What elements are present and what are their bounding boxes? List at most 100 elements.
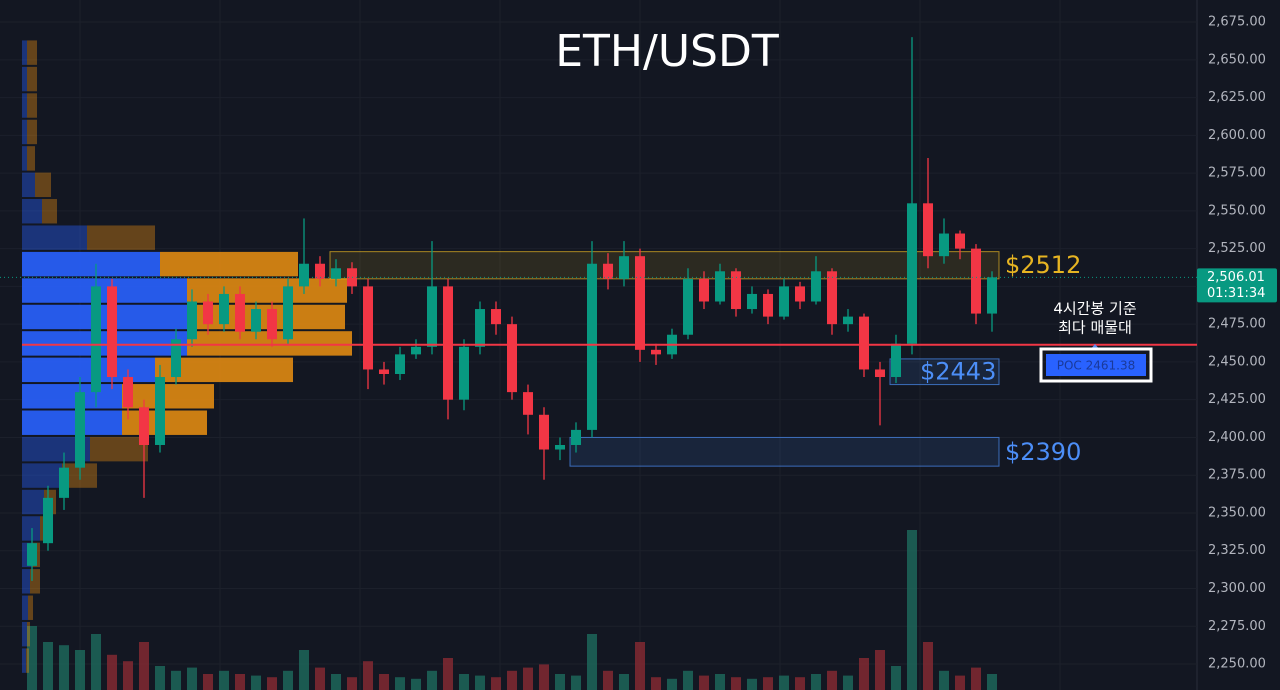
volume-bar xyxy=(683,670,693,690)
candle-body xyxy=(379,369,389,375)
volume-bar xyxy=(267,677,277,690)
y-tick-label: 2,450.00 xyxy=(1208,354,1266,369)
candle-body xyxy=(107,286,117,378)
profile-sell xyxy=(27,146,35,171)
y-tick-label: 2,575.00 xyxy=(1208,166,1266,181)
volume-bar xyxy=(507,670,517,690)
countdown: 01:31:34 xyxy=(1207,286,1265,301)
profile-buy xyxy=(22,489,44,515)
volume-bar xyxy=(587,634,597,690)
volume-bar xyxy=(107,654,117,690)
candle-body xyxy=(427,286,437,347)
y-tick-label: 2,400.00 xyxy=(1208,430,1266,445)
candle-body xyxy=(395,354,405,375)
candle-body xyxy=(907,203,917,344)
volume-bar xyxy=(939,670,949,690)
candle-body xyxy=(971,248,981,314)
volume-bar xyxy=(459,674,469,690)
volume-bar xyxy=(811,674,821,690)
y-tick-label: 2,300.00 xyxy=(1208,581,1266,596)
volume-bar xyxy=(91,634,101,690)
volume-bar xyxy=(827,670,837,690)
profile-sell xyxy=(122,384,214,409)
y-tick-label: 2,550.00 xyxy=(1208,203,1266,218)
volume-bar xyxy=(715,674,725,690)
candle-body xyxy=(59,467,69,498)
volume-bar xyxy=(795,677,805,690)
profile-sell xyxy=(26,648,29,673)
volume-bar xyxy=(299,650,309,690)
profile-buy xyxy=(22,146,27,171)
annotation: 최다 매물대 xyxy=(1058,319,1132,337)
volume-bar xyxy=(875,650,885,690)
volume-bar xyxy=(219,670,229,690)
profile-buy xyxy=(22,648,26,673)
volume-bar xyxy=(379,674,389,690)
candle-body xyxy=(27,543,37,566)
candle-body xyxy=(875,369,885,378)
candle-body xyxy=(443,286,453,400)
volume-bar xyxy=(955,675,965,690)
candle-body xyxy=(827,271,837,325)
candle-body xyxy=(683,278,693,335)
price-axis-panel xyxy=(1197,0,1280,690)
profile-sell xyxy=(27,93,37,118)
volume-bar xyxy=(251,675,261,690)
profile-buy xyxy=(22,278,187,303)
volume-bar xyxy=(75,650,85,690)
candle-body xyxy=(843,316,853,325)
volume-bar xyxy=(331,674,341,690)
candle-body xyxy=(43,497,53,544)
candle-body xyxy=(171,339,181,378)
poc-label-bg xyxy=(1046,354,1146,376)
candle-body xyxy=(523,392,533,415)
volume-bar xyxy=(283,670,293,690)
candle-body xyxy=(651,349,661,355)
volume-bar xyxy=(123,661,133,690)
candle-body xyxy=(603,263,613,279)
y-tick-label: 2,625.00 xyxy=(1208,90,1266,105)
profile-sell xyxy=(27,40,37,65)
volume-bar xyxy=(171,670,181,690)
zone-label: $2512 xyxy=(1005,251,1081,279)
y-tick-label: 2,275.00 xyxy=(1208,619,1266,634)
candle-body xyxy=(635,256,645,350)
candle-body xyxy=(891,343,901,378)
profile-sell xyxy=(28,595,33,620)
volume-bar xyxy=(539,664,549,690)
candle-body xyxy=(251,309,261,332)
profile-sell xyxy=(35,172,51,198)
candle-body xyxy=(779,286,789,317)
profile-buy xyxy=(22,304,187,330)
volume-bar xyxy=(891,666,901,690)
profile-buy xyxy=(22,516,40,541)
candle-body xyxy=(747,293,757,310)
volume-bar xyxy=(747,678,757,690)
profile-buy xyxy=(22,463,62,488)
candle-body xyxy=(475,309,485,347)
profile-buy xyxy=(22,384,122,409)
candle-body xyxy=(923,203,933,257)
profile-buy xyxy=(22,66,27,92)
candle-body xyxy=(283,286,293,340)
poc-label: POC 2461.38 xyxy=(1057,359,1136,373)
candle-body xyxy=(939,233,949,257)
profile-buy xyxy=(22,357,155,383)
profile-sell xyxy=(27,621,30,647)
candle-body xyxy=(411,346,421,355)
volume-bar xyxy=(139,642,149,690)
volume-bar xyxy=(59,645,69,690)
y-tick-label: 2,600.00 xyxy=(1208,128,1266,143)
profile-sell xyxy=(90,436,148,462)
y-tick-label: 2,350.00 xyxy=(1208,505,1266,520)
y-tick-label: 2,325.00 xyxy=(1208,543,1266,558)
candle-body xyxy=(91,286,101,393)
candle-body xyxy=(955,233,965,249)
chart-title: ETH/USDT xyxy=(555,26,779,77)
profile-sell xyxy=(27,119,37,145)
poc-box xyxy=(1039,347,1153,383)
candle-body xyxy=(539,414,549,450)
candle-body xyxy=(571,429,581,445)
profile-sell xyxy=(187,304,345,330)
